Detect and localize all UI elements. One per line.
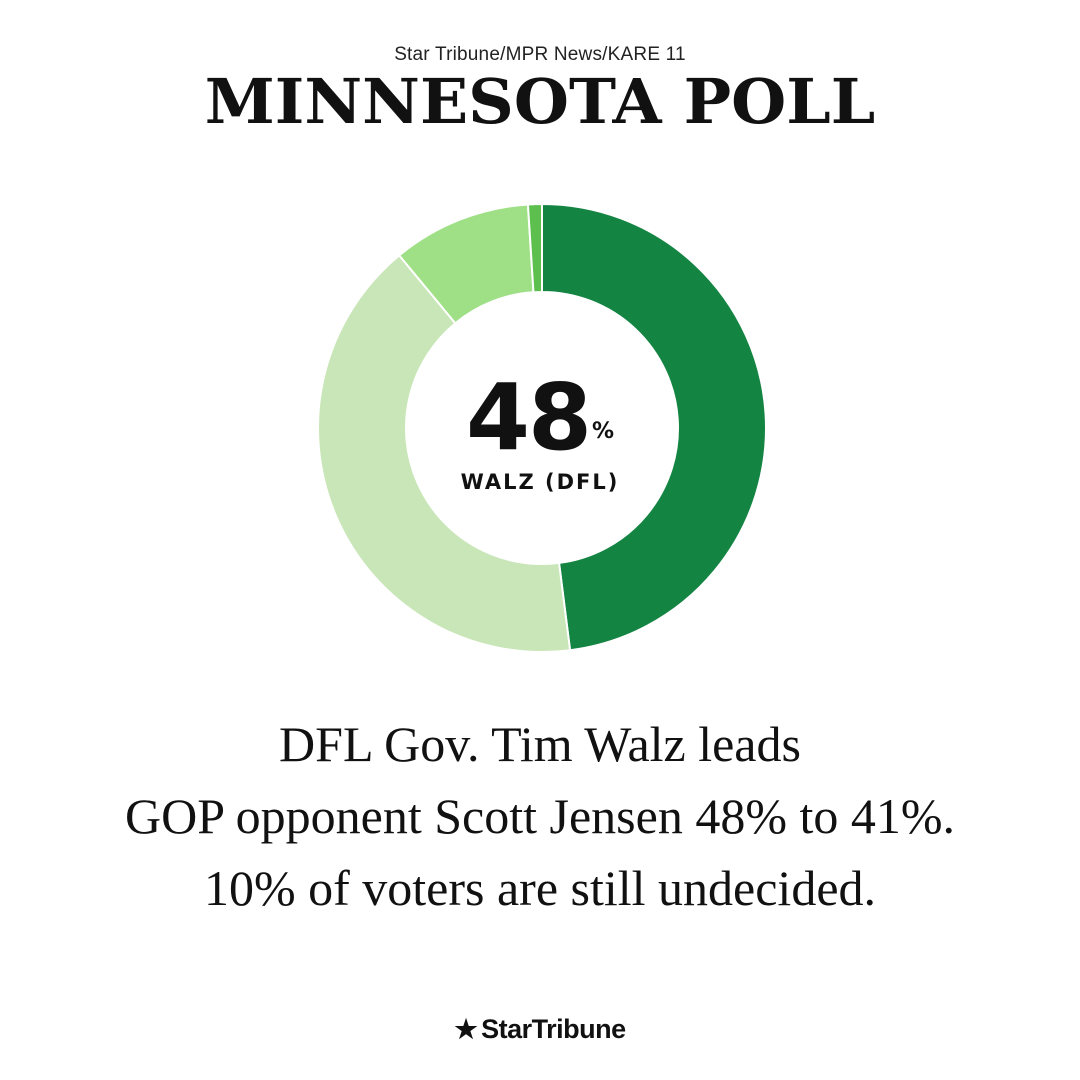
poll-title: MINNESOTA POLL	[204, 65, 876, 138]
donut-slice-1	[541, 202, 767, 652]
donut-slice-4	[526, 202, 543, 294]
center-unit: %	[591, 419, 615, 444]
headline-line-3: 10% of voters are still undecided.	[203, 860, 877, 916]
headline: DFL Gov. Tim Walz leads GOP opponent Sco…	[0, 708, 1080, 924]
brand-name: StarTribune	[481, 1014, 626, 1044]
center-number: 48	[465, 364, 592, 471]
donut-slice-2	[317, 253, 572, 653]
poll-kicker: Star Tribune/MPR News/KARE 11	[394, 44, 686, 65]
center-label: WALZ (DFL)	[460, 470, 620, 494]
headline-line-1: DFL Gov. Tim Walz leads	[279, 716, 801, 772]
center-value: 48%	[0, 368, 1080, 494]
donut-chart	[317, 202, 767, 653]
headline-line-2: GOP opponent Scott Jensen 48% to 41%.	[124, 788, 956, 844]
startribune-logo: ★ StarTribune	[0, 1014, 1080, 1045]
star-icon: ★	[454, 1014, 478, 1044]
